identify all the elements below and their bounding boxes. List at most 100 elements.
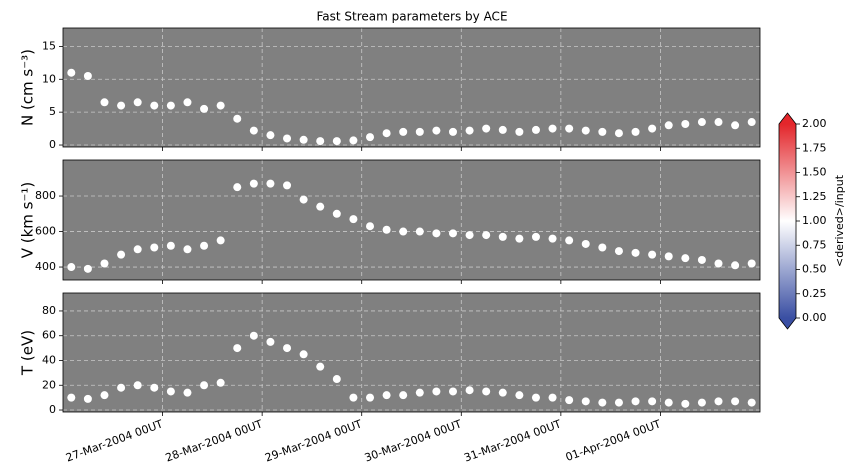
colorbar-tick-label: 1.75 bbox=[802, 141, 827, 154]
data-point bbox=[565, 396, 574, 405]
data-point bbox=[614, 129, 623, 138]
data-point bbox=[67, 263, 76, 272]
data-point bbox=[382, 129, 391, 138]
data-point bbox=[531, 125, 540, 134]
x-tick-label: 31-Mar-2004 00UT bbox=[462, 417, 563, 464]
data-point bbox=[399, 127, 408, 136]
colorbar bbox=[779, 124, 796, 318]
data-point bbox=[83, 71, 92, 80]
y-tick-label: 15 bbox=[42, 39, 56, 52]
data-point bbox=[332, 137, 341, 146]
data-point bbox=[498, 388, 507, 397]
y-axis-label: T (eV) bbox=[19, 330, 37, 376]
data-point bbox=[266, 179, 275, 188]
colorbar-tick-label: 1.25 bbox=[802, 190, 827, 203]
data-point bbox=[747, 398, 756, 407]
data-point bbox=[482, 124, 491, 133]
colorbar-extension-bottom bbox=[779, 318, 796, 329]
data-point bbox=[249, 179, 258, 188]
plot-background bbox=[63, 160, 760, 280]
data-point bbox=[183, 245, 192, 254]
data-point bbox=[714, 259, 723, 268]
data-point bbox=[548, 393, 557, 402]
data-point bbox=[631, 127, 640, 136]
data-point bbox=[332, 209, 341, 218]
data-point bbox=[598, 243, 607, 252]
data-point bbox=[67, 393, 76, 402]
data-point bbox=[316, 137, 325, 146]
data-point bbox=[166, 387, 175, 396]
x-tick-label: 28-Mar-2004 00UT bbox=[164, 417, 265, 464]
data-point bbox=[100, 391, 109, 400]
data-point bbox=[415, 127, 424, 136]
data-point bbox=[216, 378, 225, 387]
data-point bbox=[515, 391, 524, 400]
data-point bbox=[465, 126, 474, 135]
data-point bbox=[266, 131, 275, 140]
data-point bbox=[648, 397, 657, 406]
colorbar-tick-label: 0.25 bbox=[802, 287, 827, 300]
data-point bbox=[117, 250, 126, 259]
data-point bbox=[747, 118, 756, 127]
data-point bbox=[399, 227, 408, 236]
data-point bbox=[83, 264, 92, 273]
data-point bbox=[200, 381, 209, 390]
data-point bbox=[366, 133, 375, 142]
data-point bbox=[216, 101, 225, 110]
plot-frame bbox=[62, 292, 761, 413]
data-point bbox=[150, 101, 159, 110]
data-point bbox=[200, 104, 209, 113]
data-point bbox=[316, 202, 325, 211]
data-point bbox=[681, 399, 690, 408]
data-point bbox=[349, 393, 358, 402]
data-point bbox=[631, 248, 640, 257]
y-tick-label: 800 bbox=[35, 189, 56, 202]
x-tick-label: 27-Mar-2004 00UT bbox=[64, 417, 165, 464]
data-point bbox=[664, 398, 673, 407]
data-point bbox=[249, 331, 258, 340]
y-axis-label: V (km s⁻¹) bbox=[19, 182, 37, 259]
data-point bbox=[697, 118, 706, 127]
data-point bbox=[465, 231, 474, 240]
data-point bbox=[183, 388, 192, 397]
colorbar-tick-label: 0.75 bbox=[802, 238, 827, 251]
data-point bbox=[133, 381, 142, 390]
data-point bbox=[448, 229, 457, 238]
data-point bbox=[150, 243, 159, 252]
plot-background bbox=[63, 293, 760, 412]
data-point bbox=[714, 397, 723, 406]
data-point bbox=[133, 245, 142, 254]
y-tick-label: 600 bbox=[35, 225, 56, 238]
data-point bbox=[631, 397, 640, 406]
data-point bbox=[681, 119, 690, 128]
colorbar-tick-label: 1.00 bbox=[802, 214, 827, 227]
data-point bbox=[548, 234, 557, 243]
data-point bbox=[548, 124, 557, 133]
chart-title: Fast Stream parameters by ACE bbox=[316, 10, 507, 24]
y-tick-label: 20 bbox=[42, 378, 56, 391]
data-point bbox=[697, 255, 706, 264]
data-point bbox=[316, 362, 325, 371]
data-point bbox=[482, 387, 491, 396]
data-point bbox=[581, 126, 590, 135]
data-point bbox=[581, 397, 590, 406]
data-point bbox=[183, 98, 192, 107]
data-point bbox=[382, 391, 391, 400]
data-point bbox=[448, 127, 457, 136]
y-tick-label: 5 bbox=[49, 105, 56, 118]
data-point bbox=[598, 127, 607, 136]
data-point bbox=[249, 126, 258, 135]
data-point bbox=[432, 126, 441, 135]
data-point bbox=[233, 114, 242, 123]
data-point bbox=[349, 136, 358, 145]
data-point bbox=[332, 375, 341, 384]
data-point bbox=[415, 227, 424, 236]
data-point bbox=[283, 181, 292, 190]
data-point bbox=[565, 236, 574, 245]
data-point bbox=[117, 383, 126, 392]
data-point bbox=[432, 387, 441, 396]
data-point bbox=[83, 394, 92, 403]
colorbar-tick-label: 1.50 bbox=[802, 166, 827, 179]
data-point bbox=[498, 232, 507, 241]
